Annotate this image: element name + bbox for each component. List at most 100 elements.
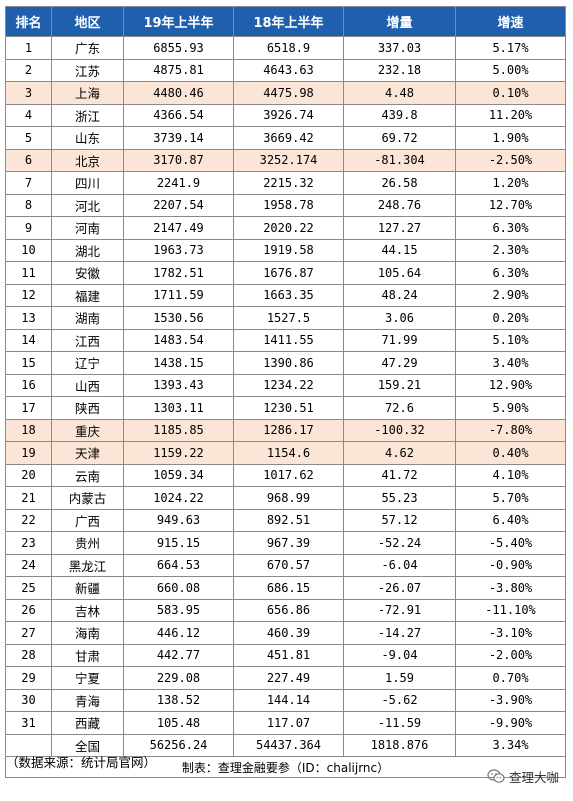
table-row: 27 海南 446.12 460.39 -14.27 -3.10% xyxy=(5,621,566,645)
cell-2018h1: 1234.22 xyxy=(233,373,344,397)
table-row: 29 宁夏 229.08 227.49 1.59 0.70% xyxy=(5,666,566,690)
cell-growth-rate: 3.40% xyxy=(455,351,566,375)
cell-growth-rate: 4.10% xyxy=(455,463,566,487)
table-row: 28 甘肃 442.77 451.81 -9.04 -2.00% xyxy=(5,643,566,667)
cell-region: 陕西 xyxy=(51,396,124,420)
cell-growth-rate: 11.20% xyxy=(455,103,566,127)
table-row: 20 云南 1059.34 1017.62 41.72 4.10% xyxy=(5,463,566,487)
header-growth-rate: 增速 xyxy=(455,6,566,37)
cell-rank: 21 xyxy=(5,486,52,510)
cell-2018h1: 656.86 xyxy=(233,598,344,622)
table-body: 1 广东 6855.93 6518.9 337.03 5.17% 2 江苏 4875.81 464… xyxy=(5,36,566,757)
cell-rank: 5 xyxy=(5,126,52,150)
table-row: 7 四川 2241.9 2215.32 26.58 1.20% xyxy=(5,171,566,195)
cell-region: 河南 xyxy=(51,216,124,240)
cell-rank: 16 xyxy=(5,373,52,397)
cell-2018h1: 1919.58 xyxy=(233,238,344,262)
cell-2019h1: 915.15 xyxy=(123,531,234,555)
cell-2019h1: 1711.59 xyxy=(123,283,234,307)
header-rank: 排名 xyxy=(5,6,52,37)
cell-increment: 159.21 xyxy=(343,373,456,397)
cell-2019h1: 1059.34 xyxy=(123,463,234,487)
cell-rank: 2 xyxy=(5,58,52,82)
cell-region: 江苏 xyxy=(51,58,124,82)
cell-2019h1: 2207.54 xyxy=(123,193,234,217)
cell-increment: 47.29 xyxy=(343,351,456,375)
table-row: 19 天津 1159.22 1154.6 4.62 0.40% xyxy=(5,441,566,465)
cell-increment: 127.27 xyxy=(343,216,456,240)
cell-region: 湖南 xyxy=(51,306,124,330)
cell-growth-rate: -11.10% xyxy=(455,598,566,622)
cell-increment: -26.07 xyxy=(343,576,456,600)
cell-2018h1: 460.39 xyxy=(233,621,344,645)
table-row: 4 浙江 4366.54 3926.74 439.8 11.20% xyxy=(5,103,566,127)
cell-growth-rate: -3.90% xyxy=(455,688,566,712)
cell-2018h1: 1286.17 xyxy=(233,418,344,442)
table-row: 26 吉林 583.95 656.86 -72.91 -11.10% xyxy=(5,598,566,622)
cell-2018h1: 2020.22 xyxy=(233,216,344,240)
cell-rank: 1 xyxy=(5,36,52,60)
cell-increment: 57.12 xyxy=(343,508,456,532)
cell-2019h1: 3170.87 xyxy=(123,148,234,172)
cell-2019h1: 1963.73 xyxy=(123,238,234,262)
cell-2019h1: 4875.81 xyxy=(123,58,234,82)
cell-rank: 14 xyxy=(5,328,52,352)
cell-2018h1: 670.57 xyxy=(233,553,344,577)
cell-2019h1: 2147.49 xyxy=(123,216,234,240)
table-row: 1 广东 6855.93 6518.9 337.03 5.17% xyxy=(5,36,566,60)
cell-growth-rate: 5.10% xyxy=(455,328,566,352)
cell-2018h1: 3926.74 xyxy=(233,103,344,127)
cell-rank: 25 xyxy=(5,576,52,600)
cell-2018h1: 1154.6 xyxy=(233,441,344,465)
header-increment: 增量 xyxy=(343,6,456,37)
cell-rank: 12 xyxy=(5,283,52,307)
cell-rank: 9 xyxy=(5,216,52,240)
cell-rank: 26 xyxy=(5,598,52,622)
cell-region: 安徽 xyxy=(51,261,124,285)
cell-2018h1: 6518.9 xyxy=(233,36,344,60)
cell-growth-rate: 2.90% xyxy=(455,283,566,307)
table-note: 制表：查理金融要参（ID：chalijrnc） xyxy=(5,756,566,778)
cell-2019h1: 1393.43 xyxy=(123,373,234,397)
cell-2018h1: 968.99 xyxy=(233,486,344,510)
cell-2018h1: 2215.32 xyxy=(233,171,344,195)
cell-region: 辽宁 xyxy=(51,351,124,375)
cell-increment: 72.6 xyxy=(343,396,456,420)
cell-2018h1: 3669.42 xyxy=(233,126,344,150)
cell-growth-rate: 0.40% xyxy=(455,441,566,465)
cell-growth-rate: 12.90% xyxy=(455,373,566,397)
cell-2018h1: 54437.364 xyxy=(233,733,344,757)
cell-2019h1: 1483.54 xyxy=(123,328,234,352)
cell-region: 青海 xyxy=(51,688,124,712)
header-2018h1: 18年上半年 xyxy=(233,6,344,37)
cell-2018h1: 1017.62 xyxy=(233,463,344,487)
cell-region: 江西 xyxy=(51,328,124,352)
cell-increment: 4.62 xyxy=(343,441,456,465)
cell-2019h1: 138.52 xyxy=(123,688,234,712)
cell-growth-rate: 1.20% xyxy=(455,171,566,195)
cell-2019h1: 660.08 xyxy=(123,576,234,600)
table-row: 31 西藏 105.48 117.07 -11.59 -9.90% xyxy=(5,711,566,735)
cell-2019h1: 1782.51 xyxy=(123,261,234,285)
cell-growth-rate: 12.70% xyxy=(455,193,566,217)
cell-increment: -100.32 xyxy=(343,418,456,442)
brand: 查理大咖 xyxy=(487,767,559,786)
cell-increment: 44.15 xyxy=(343,238,456,262)
cell-increment: -6.04 xyxy=(343,553,456,577)
cell-rank: 6 xyxy=(5,148,52,172)
cell-growth-rate: -5.40% xyxy=(455,531,566,555)
cell-rank: 29 xyxy=(5,666,52,690)
cell-2018h1: 3252.174 xyxy=(233,148,344,172)
cell-growth-rate: 5.90% xyxy=(455,396,566,420)
table-row: 14 江西 1483.54 1411.55 71.99 5.10% xyxy=(5,328,566,352)
cell-rank: 17 xyxy=(5,396,52,420)
cell-region: 新疆 xyxy=(51,576,124,600)
table-row: 15 辽宁 1438.15 1390.86 47.29 3.40% xyxy=(5,351,566,375)
table-row: 12 福建 1711.59 1663.35 48.24 2.90% xyxy=(5,283,566,307)
cell-growth-rate: -3.80% xyxy=(455,576,566,600)
cell-2018h1: 4643.63 xyxy=(233,58,344,82)
cell-2018h1: 1663.35 xyxy=(233,283,344,307)
cell-rank: 4 xyxy=(5,103,52,127)
cell-rank: 7 xyxy=(5,171,52,195)
cell-increment: -72.91 xyxy=(343,598,456,622)
